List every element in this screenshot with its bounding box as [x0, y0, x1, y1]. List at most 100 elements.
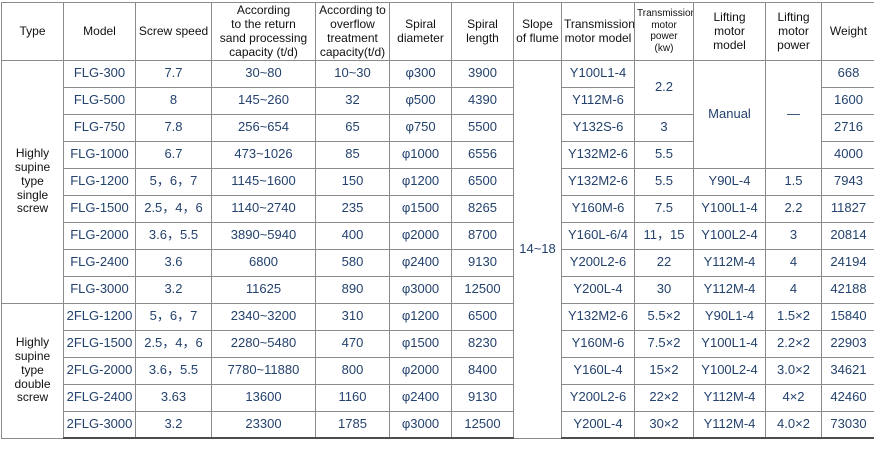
cell-transmission-motor-power: 30×2	[634, 410, 694, 440]
cell-spiral-diameter: φ1500	[389, 194, 452, 223]
cell-weight: 15840	[821, 302, 874, 331]
cell-weight: 7943	[821, 167, 874, 196]
cell-spiral-diameter: φ1000	[389, 140, 452, 169]
cell-transmission-motor-model: Y160L-4	[561, 356, 635, 385]
col-header-slope-of-flume: Slope of flume	[513, 2, 562, 61]
cell-transmission-motor-model: Y132M2-6	[561, 167, 635, 196]
cell-weight: 2716	[821, 113, 874, 142]
header-row: Type Model Screw speed According to the …	[1, 2, 874, 61]
cell-spiral-diameter: φ3000	[389, 275, 452, 304]
cell-return-sand: 30~80	[211, 59, 316, 88]
table-row: 2FLG-3000 3.2 23300 1785 φ3000 12500 Y20…	[2, 410, 874, 440]
cell-model: FLG-3000	[63, 275, 136, 304]
cell-weight: 20814	[821, 221, 874, 250]
table-row: FLG-1200 5，6，7 1145~1600 150 φ1200 6500 …	[2, 167, 874, 196]
cell-model: 2FLG-3000	[63, 410, 136, 440]
cell-screw-speed: 3.2	[135, 275, 212, 304]
cell-weight: 1600	[821, 86, 874, 115]
cell-model: FLG-1500	[63, 194, 136, 223]
cell-lifting-motor-power: 4	[765, 275, 822, 304]
cell-return-sand: 256~654	[211, 113, 316, 142]
cell-overflow: 85	[315, 140, 390, 169]
cell-transmission-motor-power: 11，15	[634, 221, 694, 250]
cell-transmission-motor-power: 22×2	[634, 383, 694, 412]
table-row: 2FLG-1500 2.5，4，6 2280~5480 470 φ1500 82…	[2, 329, 874, 358]
col-header-transmission-motor-power: Transmission motor power (kw)	[634, 2, 694, 61]
cell-model: FLG-300	[63, 59, 136, 88]
cell-transmission-motor-model: Y160M-6	[561, 194, 635, 223]
table-row: FLG-1000 6.7 473~1026 85 φ1000 6556 Y132…	[2, 140, 874, 169]
cell-transmission-motor-power: 15×2	[634, 356, 694, 385]
cell-spiral-length: 8230	[451, 329, 514, 358]
cell-model: FLG-2000	[63, 221, 136, 250]
cell-overflow: 580	[315, 248, 390, 277]
cell-transmission-motor-power: 5.5	[634, 140, 694, 169]
cell-spiral-length: 8700	[451, 221, 514, 250]
cell-transmission-motor-power: 2.2	[634, 59, 694, 115]
cell-model: FLG-2400	[63, 248, 136, 277]
cell-model: 2FLG-2000	[63, 356, 136, 385]
cell-spiral-length: 8265	[451, 194, 514, 223]
cell-overflow: 235	[315, 194, 390, 223]
table-row: FLG-2000 3.6，5.5 3890~5940 400 φ2000 870…	[2, 221, 874, 250]
cell-spiral-diameter: φ2400	[389, 248, 452, 277]
table-row: FLG-750 7.8 256~654 65 φ750 5500 Y132S-6…	[2, 113, 874, 142]
cell-screw-speed: 7.7	[135, 59, 212, 88]
spec-table: Type Model Screw speed According to the …	[1, 2, 874, 440]
col-header-lifting-motor-power: Lifting motor power	[765, 2, 822, 61]
cell-weight: 11827	[821, 194, 874, 223]
cell-return-sand: 7780~11880	[211, 356, 316, 385]
cell-return-sand: 11625	[211, 275, 316, 304]
cell-spiral-length: 12500	[451, 410, 514, 440]
cell-transmission-motor-power: 7.5×2	[634, 329, 694, 358]
cell-model: FLG-750	[63, 113, 136, 142]
cell-transmission-motor-model: Y200L-4	[561, 410, 635, 440]
cell-model: FLG-500	[63, 86, 136, 115]
cell-lifting-motor-model: Y90L-4	[693, 167, 766, 196]
cell-lifting-motor-model: Y100L2-4	[693, 221, 766, 250]
col-header-screw-speed: Screw speed	[135, 2, 212, 61]
cell-transmission-motor-model: Y200L2-6	[561, 248, 635, 277]
cell-lifting-motor-model: Y112M-4	[693, 275, 766, 304]
cell-lifting-motor-power: 2.2×2	[765, 329, 822, 358]
cell-overflow: 890	[315, 275, 390, 304]
cell-spiral-diameter: φ2000	[389, 221, 452, 250]
cell-transmission-motor-model: Y200L2-6	[561, 383, 635, 412]
cell-overflow: 310	[315, 302, 390, 331]
cell-screw-speed: 5，6，7	[135, 167, 212, 196]
cell-screw-speed: 6.7	[135, 140, 212, 169]
cell-return-sand: 2340~3200	[211, 302, 316, 331]
cell-weight: 34621	[821, 356, 874, 385]
cell-overflow: 1160	[315, 383, 390, 412]
cell-spiral-diameter: φ2400	[389, 383, 452, 412]
cell-overflow: 400	[315, 221, 390, 250]
cell-screw-speed: 3.2	[135, 410, 212, 440]
cell-spiral-length: 8400	[451, 356, 514, 385]
row-group-label-double-screw: Highly supine type double screw	[1, 302, 64, 439]
cell-model: 2FLG-1200	[63, 302, 136, 331]
cell-spiral-length: 5500	[451, 113, 514, 142]
cell-lifting-motor-model: Y100L1-4	[693, 194, 766, 223]
cell-overflow: 32	[315, 86, 390, 115]
cell-screw-speed: 3.6，5.5	[135, 221, 212, 250]
col-header-model: Model	[63, 2, 136, 61]
cell-overflow: 470	[315, 329, 390, 358]
cell-spiral-diameter: φ500	[389, 86, 452, 115]
cell-lifting-motor-model: Y112M-4	[693, 383, 766, 412]
cell-return-sand: 13600	[211, 383, 316, 412]
cell-overflow: 10~30	[315, 59, 390, 88]
cell-spiral-length: 6500	[451, 167, 514, 196]
cell-model: 2FLG-2400	[63, 383, 136, 412]
col-header-spiral-length: Spiral length	[451, 2, 514, 61]
cell-weight: 42460	[821, 383, 874, 412]
col-header-weight: Weight	[821, 2, 874, 61]
cell-model: FLG-1200	[63, 167, 136, 196]
cell-lifting-motor-power: 4×2	[765, 383, 822, 412]
cell-spiral-length: 9130	[451, 383, 514, 412]
cell-spiral-diameter: φ1200	[389, 167, 452, 196]
table-row: FLG-2400 3.6 6800 580 φ2400 9130 Y200L2-…	[2, 248, 874, 277]
cell-weight: 73030	[821, 410, 874, 440]
cell-lifting-motor-model: Y100L1-4	[693, 329, 766, 358]
cell-transmission-motor-model: Y112M-6	[561, 86, 635, 115]
cell-return-sand: 3890~5940	[211, 221, 316, 250]
